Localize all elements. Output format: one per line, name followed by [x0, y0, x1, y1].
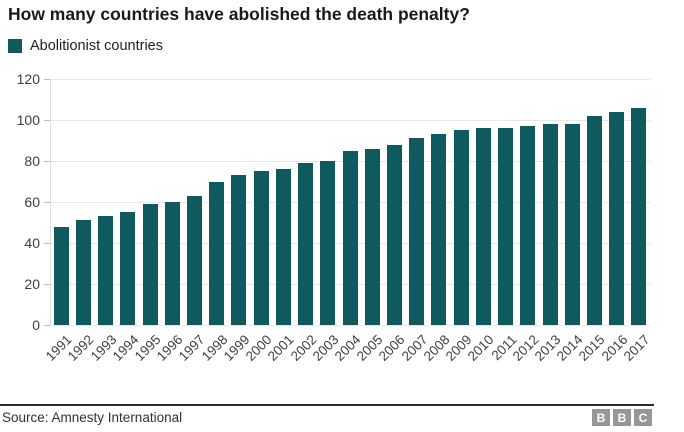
- chart-legend: Abolitionist countries: [8, 38, 163, 54]
- bar-2001: [275, 169, 291, 325]
- bar-2007: [409, 138, 425, 325]
- y-tick-label: 80: [24, 153, 40, 169]
- bar-1994: [120, 212, 136, 325]
- y-tick-mark: [44, 243, 50, 244]
- y-tick-mark: [44, 284, 50, 285]
- bar-2002: [298, 163, 314, 325]
- bar-2009: [453, 130, 469, 325]
- y-tick-mark: [44, 79, 50, 80]
- bar-1995: [142, 204, 158, 325]
- bar-2010: [475, 128, 491, 325]
- bar-1996: [164, 202, 180, 325]
- y-tick-mark: [44, 202, 50, 203]
- bar-2015: [586, 115, 602, 325]
- bar-2014: [564, 124, 580, 325]
- bar-1991: [53, 226, 69, 325]
- bar-2017: [631, 107, 647, 325]
- y-tick-label: 100: [16, 112, 40, 128]
- y-tick-mark: [44, 161, 50, 162]
- bbc-logo-letter: B: [613, 409, 631, 426]
- y-tick-label: 20: [24, 276, 40, 292]
- y-tick-label: 0: [32, 317, 40, 333]
- legend-label: Abolitionist countries: [30, 38, 163, 54]
- bar-1999: [231, 175, 247, 325]
- bar-2008: [431, 134, 447, 325]
- source-caption: Source: Amnesty International: [2, 410, 183, 425]
- bar-1992: [75, 220, 91, 325]
- bar-1997: [186, 195, 202, 325]
- bar-2004: [342, 150, 358, 325]
- page-title: How many countries have abolished the de…: [8, 4, 470, 24]
- bbc-logo-letter: C: [634, 409, 652, 426]
- bar-2013: [542, 124, 558, 325]
- gridline: [50, 120, 650, 121]
- bar-2006: [386, 144, 402, 325]
- footer-divider: [0, 404, 654, 406]
- y-tick-label: 40: [24, 235, 40, 251]
- legend-swatch-icon: [8, 39, 22, 53]
- y-tick-label: 60: [24, 194, 40, 210]
- bar-2000: [253, 171, 269, 325]
- bbc-logo-letter: B: [592, 409, 610, 426]
- bar-2012: [520, 126, 536, 325]
- bar-2011: [498, 128, 514, 325]
- bar-2016: [609, 111, 625, 325]
- bar-2005: [364, 148, 380, 325]
- y-tick-label: 120: [16, 71, 40, 87]
- bbc-logo: B B C: [592, 409, 652, 426]
- gridline: [50, 79, 650, 80]
- gridline: [50, 325, 650, 326]
- y-tick-mark: [44, 120, 50, 121]
- y-axis-spine: [50, 79, 51, 325]
- bar-1993: [98, 216, 114, 325]
- bar-1998: [209, 181, 225, 325]
- bar-2003: [320, 161, 336, 325]
- y-tick-mark: [44, 325, 50, 326]
